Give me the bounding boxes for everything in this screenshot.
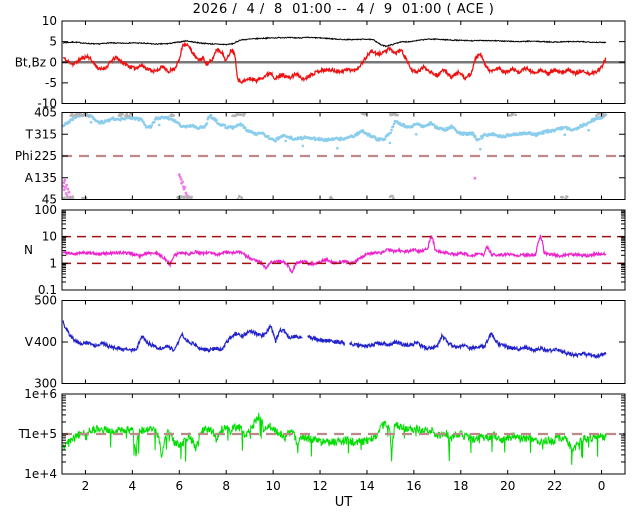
y-tick-label: 0.1 [38,283,57,297]
y-tick-label: 100 [34,203,57,217]
y-tick-label: 5 [49,35,57,49]
bt-line [63,36,607,48]
x-tick-label: 8 [222,479,230,493]
panel-side-label: Bt,Bz [15,55,46,69]
y-tick-label: 500 [34,294,57,308]
y-tick-label: 0 [49,55,57,69]
panel-side-label: V [25,335,34,349]
panel-density: 100 10 1 0.1 N [24,203,626,297]
y-tick-label: -10 [37,97,57,111]
panel-side-label: Phi [15,149,33,163]
x-tick-label: 16 [406,479,421,493]
clipped-top-dots [69,112,606,118]
bz-line [62,41,607,85]
panel-temperature: 1e+6 1e+5 1e+4 T [18,387,626,481]
panel-plot-area [62,112,608,200]
y-tick-label: 400 [34,335,57,349]
x-tick-label: 0 [598,479,606,493]
plot-title: 2026 / 4 / 8 01:00 -- 4 / 9 01:00 ( ACE … [192,2,495,17]
y-tick-label: 1e+6 [24,387,57,401]
y-tick-label: 405 [34,106,57,120]
y-tick-label: 225 [34,149,57,163]
panel-frame [61,209,626,291]
x-tick-label: 12 [312,479,327,493]
panel-speed: 500 400 300 V [25,294,626,391]
y-tick-label: 45 [42,193,57,207]
panel-side-label: T [25,127,34,141]
x-tick-label: 6 [175,479,183,493]
t-line [62,412,607,465]
x-tick-label: 10 [265,479,280,493]
n-line [62,234,607,274]
y-tick-label: 135 [34,171,57,185]
panel-plot-area [62,36,625,85]
x-tick-label: 14 [359,479,374,493]
panel-plot-area [62,412,607,465]
panel-imf: 10 5 0 -5 -10 Bt,Bz [15,14,626,111]
x-tick-label: 2 [82,479,90,493]
x-tick-label: 4 [129,479,137,493]
A-points-dots [62,173,477,200]
panel-plot-area [62,234,607,274]
panel-angles: 405 315 225 135 45 T Phi A [15,106,626,207]
x-tick-label: 18 [453,479,468,493]
panel-plot-area [62,320,607,360]
y-tick-label: 1 [49,256,57,270]
v-line [62,320,607,360]
panel-side-label: T [18,427,27,441]
x-tick-label: 20 [500,479,515,493]
x-tick-label: 22 [547,479,562,493]
y-tick-label: 10 [42,230,57,244]
panel-side-label: A [25,171,34,185]
phi-dots [62,112,608,151]
y-tick-label: 1e+4 [24,467,57,481]
y-tick-label: 10 [42,14,57,28]
x-axis-label: UT [334,495,353,510]
y-tick-label: -5 [45,76,57,90]
y-tick-label: 300 [34,377,57,391]
panel-side-label: N [24,243,33,257]
y-tick-label: 1e+5 [24,427,57,441]
x-axis-ticks: 2 4 6 8 10 12 14 16 18 20 22 0 [82,479,606,493]
y-tick-label: 315 [34,127,57,141]
